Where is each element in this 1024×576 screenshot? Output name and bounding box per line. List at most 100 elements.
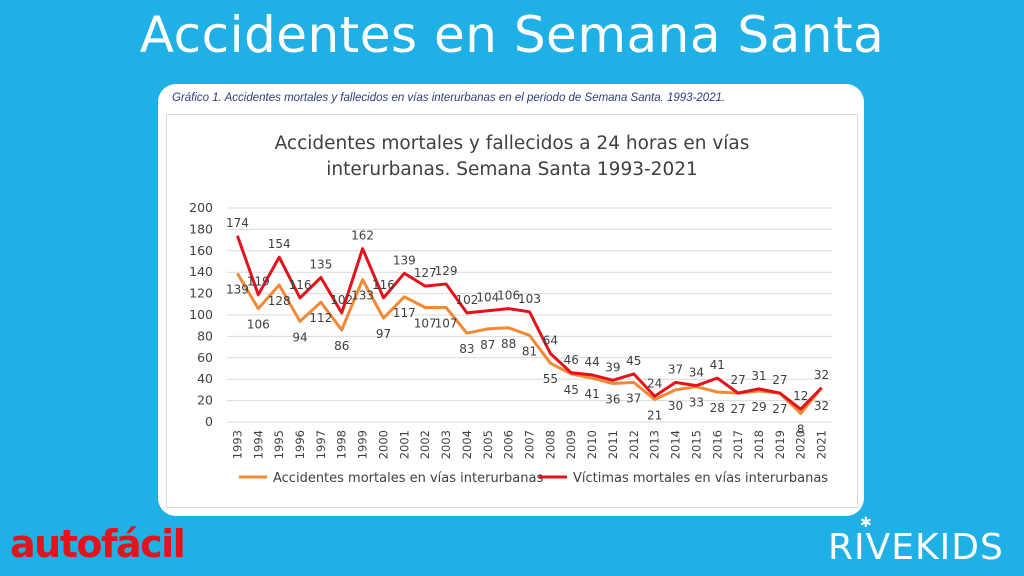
x-tick-label: 1994 [251,430,265,459]
data-label-accidentes: 30 [668,399,683,413]
data-label-victimas: 127 [414,266,437,280]
data-label-victimas: 27 [772,373,787,387]
data-label-victimas: 12 [793,389,808,403]
data-label-victimas: 116 [372,278,395,292]
data-label-accidentes: 97 [376,327,391,341]
page-title: Accidentes en Semana Santa [139,6,885,64]
data-label-victimas: 102 [455,293,478,307]
data-label-victimas: 102 [330,293,353,307]
y-tick-label: 160 [189,243,213,258]
data-label-accidentes: 87 [480,338,495,352]
x-tick-label: 2016 [710,430,724,459]
y-tick-label: 40 [197,371,213,386]
y-tick-label: 120 [189,286,213,301]
data-label-accidentes: 8 [797,422,805,436]
data-label-accidentes: 133 [351,289,374,303]
x-tick-label: 2003 [439,430,453,459]
y-tick-label: 0 [205,414,213,429]
data-label-victimas: 116 [289,278,312,292]
y-tick-label: 140 [189,264,213,279]
data-label-victimas: 162 [351,229,374,243]
x-tick-label: 1999 [356,430,370,459]
y-tick-label: 60 [197,350,213,365]
data-label-victimas: 32 [814,368,829,382]
data-label-accidentes: 83 [459,342,474,356]
x-tick-label: 2015 [689,430,703,459]
data-label-victimas: 39 [605,360,620,374]
data-label-accidentes: 28 [710,401,725,415]
data-label-victimas: 106 [497,289,520,303]
x-tick-label: 2011 [606,430,620,459]
data-label-accidentes: 81 [522,344,537,358]
data-label-victimas: 41 [710,358,725,372]
x-tick-label: 2018 [752,430,766,459]
y-tick-label: 180 [189,221,213,236]
x-tick-label: 1998 [335,430,349,459]
y-tick-label: 100 [189,307,213,322]
x-tick-label: 2019 [773,430,787,459]
data-label-accidentes: 27 [730,402,745,416]
data-label-victimas: 129 [435,264,458,278]
x-tick-label: 2012 [627,430,641,459]
x-tick-label: 2005 [481,430,495,459]
data-label-accidentes: 36 [605,392,620,406]
data-label-accidentes: 107 [435,317,458,331]
x-tick-label: 2020 [794,430,808,459]
x-tick-label: 1996 [293,430,307,459]
data-label-victimas: 34 [689,366,704,380]
data-label-accidentes: 37 [626,391,641,405]
y-tick-label: 200 [189,200,213,215]
line-chart: 0 20 40 60 80 100 120 140 160 180 200 1993 1994 1995 1… [189,200,832,486]
data-label-victimas: 103 [518,292,541,306]
data-label-accidentes: 112 [309,311,332,325]
x-tick-label: 2007 [523,430,537,459]
data-label-accidentes: 88 [501,337,516,351]
rivekids-logo: ✱ RIVEKIDS [828,515,1004,568]
x-tick-label: 2006 [502,430,516,459]
data-label-victimas: 45 [626,354,641,368]
data-label-accidentes: 32 [814,399,829,413]
chart-card: Gráfico 1. Accidentes mortales y falleci… [158,84,864,516]
data-label-victimas: 46 [564,353,579,367]
chart-frame: Accidentes mortales y fallecidos a 24 ho… [166,114,858,508]
data-label-accidentes: 139 [226,282,249,296]
data-label-victimas: 119 [247,275,270,289]
data-label-accidentes: 94 [292,330,307,344]
x-tick-label: 2008 [543,430,557,459]
chart-caption: Gráfico 1. Accidentes mortales y falleci… [172,92,726,104]
chart-title-line-1: Accidentes mortales y fallecidos a 24 ho… [274,133,750,154]
data-label-accidentes: 128 [268,294,291,308]
x-tick-label: 2000 [376,430,390,459]
autofacil-logo: autofácil [10,522,186,566]
rivekids-logo-text: RIVEKIDS [828,527,1004,568]
x-tick-label: 2014 [669,430,683,459]
x-tick-label: 2001 [397,430,411,459]
x-tick-label: 2021 [815,430,829,459]
chart-title-line-2: interurbanas. Semana Santa 1993-2021 [326,159,698,180]
x-tick-label: 2010 [585,430,599,459]
data-label-victimas: 24 [647,376,662,390]
data-label-victimas: 174 [226,216,249,230]
data-label-victimas: 139 [393,253,416,267]
data-label-accidentes: 106 [247,318,270,332]
data-label-victimas: 154 [268,237,291,251]
data-label-accidentes: 41 [584,387,599,401]
data-label-accidentes: 29 [751,400,766,414]
x-tick-label: 2017 [731,430,745,459]
data-label-accidentes: 86 [334,339,349,353]
data-label-victimas: 27 [730,373,745,387]
data-label-victimas: 64 [543,334,558,348]
y-tick-label: 80 [197,328,213,343]
data-label-victimas: 104 [476,291,499,305]
data-label-victimas: 135 [309,258,332,272]
data-label-accidentes: 55 [543,372,558,386]
data-label-accidentes: 27 [772,402,787,416]
x-tick-label: 1997 [314,430,328,459]
x-tick-label: 2009 [564,430,578,459]
data-label-victimas: 44 [584,355,599,369]
x-tick-label: 2004 [460,430,474,459]
x-tick-label: 1993 [230,430,244,459]
series-line-victimas [235,235,823,411]
y-tick-label: 20 [197,393,213,408]
x-tick-label: 2002 [418,430,432,459]
